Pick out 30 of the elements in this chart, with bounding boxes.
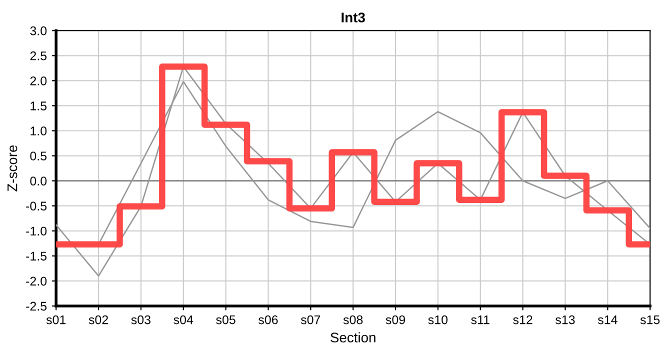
y-tick-label: 0.0: [30, 176, 47, 186]
x-tick-label: s04: [174, 315, 194, 324]
y-tick-label: 1.0: [30, 126, 47, 136]
y-tick-label: -2.5: [26, 302, 47, 311]
y-tick-label: 3.0: [30, 26, 47, 36]
x-tick-label: s05: [216, 315, 236, 324]
y-tick-label: 2.5: [30, 51, 47, 60]
x-tick-label: s07: [300, 315, 320, 324]
x-tick-label: s09: [386, 315, 406, 324]
x-tick-label: s06: [258, 315, 278, 324]
y-tick-label: -1.5: [26, 252, 47, 261]
y-tick-label: -1.0: [26, 226, 47, 236]
y-tick-label: -2.0: [26, 276, 47, 286]
x-tick-label: s15: [640, 315, 660, 324]
y-tick-label: 2.0: [30, 76, 47, 86]
x-axis-title: Section: [330, 332, 376, 342]
x-tick-label: s14: [598, 315, 618, 324]
x-tick-label: s03: [131, 315, 150, 324]
x-tick-label: s13: [556, 315, 575, 324]
x-tick-label: s02: [88, 315, 108, 324]
chart-title: Int3: [342, 12, 365, 22]
x-tick-label: s11: [471, 315, 490, 324]
y-tick-label: 1.5: [30, 102, 47, 110]
y-tick-label: 0.5: [30, 152, 47, 160]
x-tick-label: s01: [46, 315, 66, 324]
x-tick-label: s08: [343, 315, 363, 324]
y-tick-label: -0.5: [26, 202, 47, 211]
x-tick-label: s10: [428, 315, 448, 324]
y-axis-title: Z-score: [8, 145, 18, 192]
x-tick-label: s12: [513, 315, 532, 324]
